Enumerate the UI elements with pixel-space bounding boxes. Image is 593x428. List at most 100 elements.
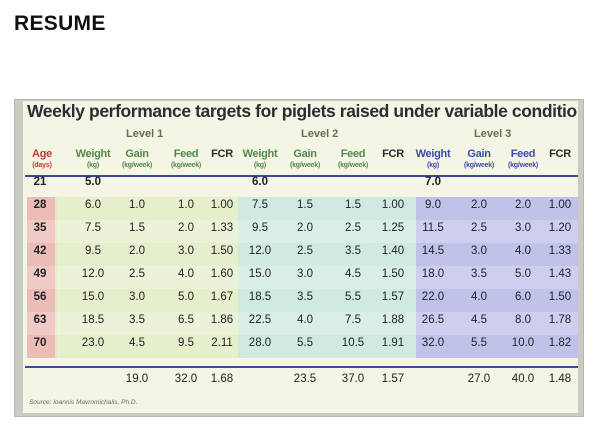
table-cell: 1.43 [548,268,572,280]
table-cell: 1.00 [210,199,234,211]
table-cell: 1.50 [548,291,572,303]
table-cell: 3.0 [129,291,145,303]
table-cell: 18.5 [81,314,105,326]
column-header-unit [532,160,578,171]
table-cell: 22.5 [248,314,272,326]
table-cell: 2.0 [471,199,487,211]
level-3-label: Level 3 [474,128,512,140]
column-header: Feed (kg/week) [325,149,381,171]
table-cell: 1.50 [381,268,405,280]
table-cell: 1.33 [210,222,234,234]
age-cell: 28 [33,199,47,211]
column-header-unit: (kg/week) [121,162,153,169]
column-header: Gain (kg/week) [277,149,333,171]
row-band [27,312,578,335]
table-cell: 1.88 [381,314,405,326]
table-cell: 1.0 [178,199,194,211]
table-cell: 3.0 [178,245,194,257]
table-cell: 2.5 [345,222,361,234]
table-cell: 6.5 [178,314,194,326]
table-cell: 2.11 [211,337,233,349]
column-header: Weight (kg) [405,149,461,171]
source-note: Source: Ioannis Mavromichalis, Ph.D. [29,399,138,406]
column-header-label: FCR [211,148,233,160]
table-cell: 32.0 [421,337,445,349]
column-header: Gain (kg/week) [109,149,165,171]
column-header: Weight (kg) [65,149,121,171]
table-cell: 1.60 [210,268,234,280]
column-header-unit: (kg/week) [289,162,321,169]
table-cell: 1.20 [548,222,572,234]
table-cell: 3.5 [129,314,145,326]
table-cell: 1.33 [548,245,572,257]
table-cell: 3.0 [471,245,487,257]
row-band [27,220,578,243]
table-cell: 12.0 [248,245,272,257]
table-title: Weekly performance targets for piglets r… [27,101,578,121]
table-cell: 1.67 [210,291,234,303]
level-1-label: Level 1 [126,128,164,140]
total-cell: 27.0 [467,373,491,385]
table-cell: 3.5 [297,291,313,303]
header-divider [25,175,578,177]
table-cell: 1.5 [129,222,145,234]
table-cell: 2.0 [297,222,313,234]
column-group-tint [27,197,57,358]
table-cell: 26.5 [421,314,445,326]
table-cell: 5.5 [297,337,313,349]
table-cell: 1.00 [381,199,405,211]
table-cell: 15.0 [248,268,272,280]
total-cell: 40.0 [511,373,535,385]
total-cell: 37.0 [341,373,365,385]
age-cell: 35 [33,222,47,234]
age-cell: 21 [33,176,47,188]
total-cell: 1.68 [210,373,234,385]
column-header-label: Gain [293,148,317,160]
column-header-label: Feed [510,148,536,160]
table-cell: 3.0 [515,222,531,234]
age-cell: 49 [33,268,47,280]
performance-table: Weekly performance targets for piglets r… [23,101,578,413]
table-cell: 1.57 [381,291,405,303]
table-cell: 2.5 [297,245,313,257]
table-cell: 1.86 [210,314,234,326]
level-2-label: Level 2 [301,128,339,140]
column-header-unit: (kg/week) [507,162,539,169]
table-cell: 2.0 [129,245,145,257]
column-group-tint [238,197,416,358]
column-header: Feed (kg/week) [158,149,214,171]
total-cell: 1.48 [548,373,572,385]
total-cell: 19.0 [125,373,149,385]
table-cell: 2.0 [515,199,531,211]
table-cell: 9.5 [252,222,268,234]
column-header-label: Feed [173,148,199,160]
column-header: Gain (kg/week) [451,149,507,171]
table-cell: 22.0 [421,291,445,303]
table-cell: 2.0 [178,222,194,234]
column-header: Feed (kg/week) [495,149,551,171]
column-group-tint [55,197,246,358]
column-header-unit: (kg) [426,162,440,169]
table-cell: 5.0 [515,268,531,280]
table-cell: 2.5 [129,268,145,280]
table-cell: 10.5 [341,337,365,349]
age-cell: 42 [33,245,47,257]
row-band [27,266,578,289]
column-header: FCR [365,149,421,171]
table-cell: 3.5 [471,268,487,280]
start-weight-cell: 6.0 [252,176,268,188]
table-cell: 10.0 [511,337,535,349]
table-cell: 1.5 [297,199,313,211]
age-cell: 70 [33,337,47,349]
table-cell: 15.0 [81,291,105,303]
column-header-unit: (kg/week) [170,162,202,169]
age-cell: 63 [33,314,47,326]
table-cell: 1.5 [345,199,361,211]
table-cell: 8.0 [515,314,531,326]
table-photo: Weekly performance targets for piglets r… [14,99,584,417]
table-cell: 6.0 [85,199,101,211]
table-cell: 12.0 [81,268,105,280]
table-cell: 4.0 [178,268,194,280]
start-weight-cell: 5.0 [85,176,101,188]
table-cell: 9.0 [425,199,441,211]
